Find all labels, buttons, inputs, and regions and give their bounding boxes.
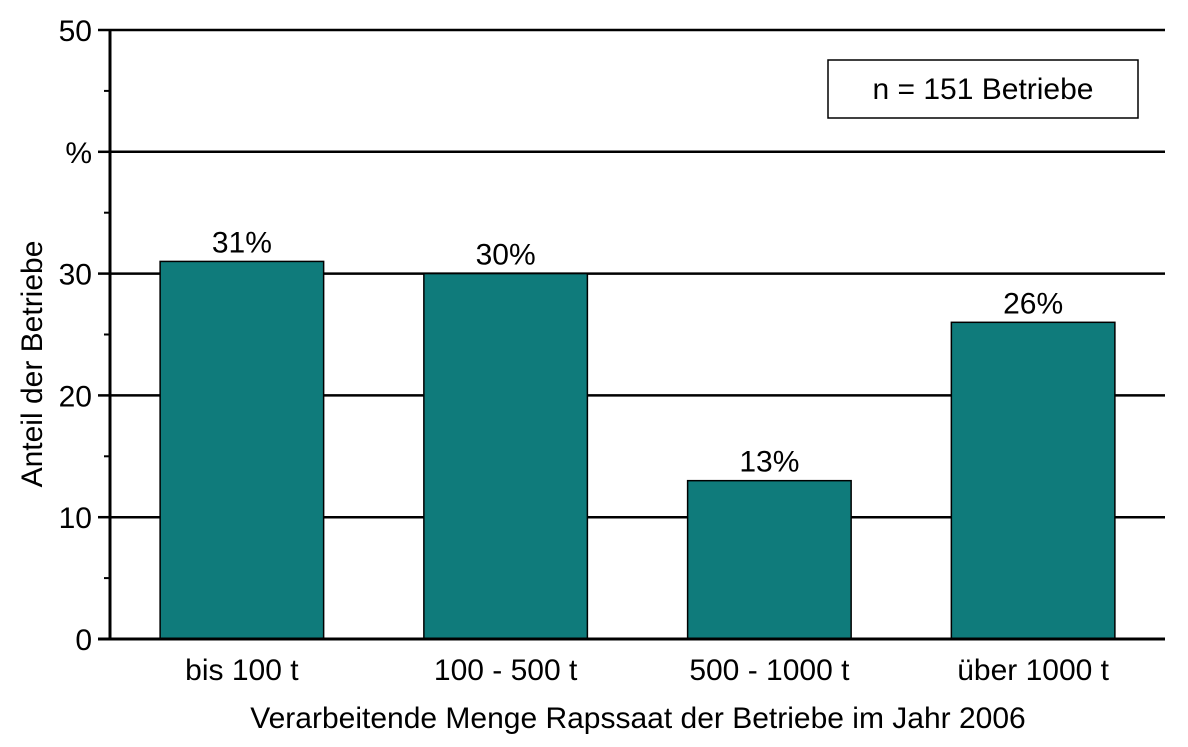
y-tick-label: 50 <box>59 15 92 48</box>
bar <box>686 479 852 640</box>
y-tick-label: 0 <box>75 624 92 657</box>
x-category-label: über 1000 t <box>957 654 1109 687</box>
chart-text: 0 10 20 30% 50 31% bis 100 t 30% 100 - 500 t 13% 5… <box>59 15 1110 687</box>
y-tick-label: % <box>65 137 92 170</box>
bar-data-label: 31% <box>212 226 272 259</box>
x-category-label: 500 - 1000 t <box>689 654 850 687</box>
bars <box>159 260 1116 640</box>
bar <box>950 321 1116 640</box>
bar-data-label: 30% <box>476 239 536 272</box>
bar <box>423 272 589 640</box>
x-category-label: 100 - 500 t <box>434 654 578 687</box>
x-axis-title: Verarbeitende Menge Rapssaat der Betrieb… <box>250 702 1025 735</box>
y-tick-label: 30 <box>59 259 92 292</box>
annotation-text: n = 151 Betriebe <box>872 73 1093 106</box>
axes <box>98 28 1165 641</box>
y-tick-label: 20 <box>59 380 92 413</box>
bar-data-label: 13% <box>739 446 799 479</box>
annotation-box: n = 151 Betriebe <box>827 59 1139 119</box>
bar <box>159 260 325 640</box>
bar-data-label: 26% <box>1003 287 1063 320</box>
annotation-frame <box>827 59 1139 119</box>
y-tick-label: 10 <box>59 502 92 535</box>
y-axis-title: Anteil der Betriebe <box>16 241 49 488</box>
x-category-label: bis 100 t <box>185 654 299 687</box>
